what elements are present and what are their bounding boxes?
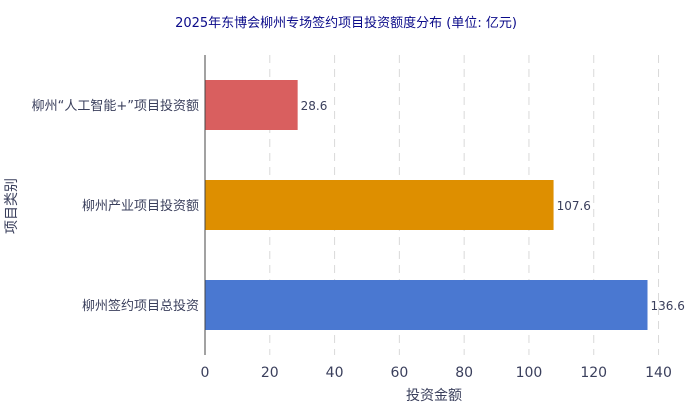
x-tick-label: 140: [645, 365, 672, 381]
x-tick-label: 120: [580, 365, 607, 381]
x-tick-label: 20: [261, 365, 279, 381]
x-tick-label: 80: [455, 365, 473, 381]
bar: [205, 80, 298, 130]
x-tick-label: 40: [326, 365, 344, 381]
chart-title: 2025年东博会柳州专场签约项目投资额度分布 (单位: 亿元): [175, 15, 517, 31]
data-label: 28.6: [301, 99, 328, 113]
data-label: 107.6: [557, 199, 591, 213]
y-axis-label: 项目类别: [4, 178, 20, 234]
x-axis-label: 投资金额: [406, 388, 462, 404]
bars: [205, 80, 648, 330]
bar: [205, 280, 648, 330]
y-tick-label: 柳州产业项目投资额: [82, 198, 199, 214]
x-tick-label: 100: [516, 365, 543, 381]
data-label: 136.6: [651, 299, 685, 313]
x-tick-label: 60: [390, 365, 408, 381]
data-labels: 28.6 107.6 136.6: [301, 99, 685, 313]
x-tick-label: 0: [201, 365, 210, 381]
bar: [205, 180, 554, 230]
y-tick-label: 柳州签约项目总投资: [82, 298, 199, 314]
x-ticks: 0 20 40 60 80 100 120 140: [201, 365, 672, 381]
y-tick-label: 柳州“人工智能+”项目投资额: [32, 98, 199, 114]
